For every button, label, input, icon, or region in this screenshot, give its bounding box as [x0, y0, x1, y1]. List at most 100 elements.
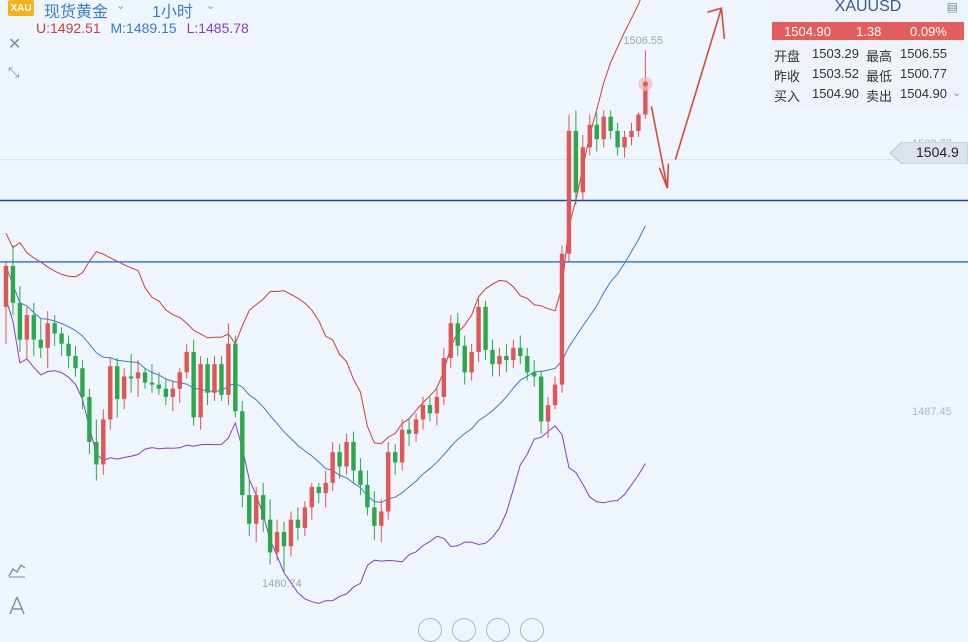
ask-value: 1504.90	[900, 86, 947, 101]
candle-body	[115, 366, 120, 399]
candle-body	[94, 441, 99, 465]
bid-label: 买入	[774, 89, 801, 104]
chevron-down-icon[interactable]: ⌄	[116, 0, 126, 12]
candle-body	[128, 376, 134, 379]
nav-button[interactable]	[520, 618, 544, 642]
bollinger-lower-line	[5, 298, 646, 604]
high-value: 1506.55	[900, 46, 947, 61]
candle-body	[212, 364, 217, 393]
quote-bar: 1504.90 1.38 0.09%	[772, 22, 964, 40]
open-value: 1503.29	[812, 46, 859, 61]
candle-body	[420, 405, 426, 420]
candle-body	[73, 355, 78, 369]
candle-body	[511, 347, 516, 361]
bollinger-legend: U:1492.51 M:1489.15 L:1485.78	[36, 20, 255, 36]
candle-body	[87, 396, 92, 442]
candle-body	[594, 124, 599, 140]
candle-body	[532, 372, 537, 377]
symbol-name: 现货黄金	[44, 4, 109, 21]
candle-body	[17, 302, 23, 340]
candle-body	[386, 452, 391, 512]
candle-body	[566, 130, 572, 254]
low-value: 1500.77	[900, 66, 947, 81]
candle-body	[205, 364, 210, 393]
candle-body	[274, 531, 280, 553]
candle-body	[351, 441, 356, 471]
close-icon[interactable]: ✕	[8, 36, 22, 53]
candle-body	[379, 511, 384, 526]
candle-body	[10, 265, 16, 303]
candle-body	[615, 130, 620, 148]
max-price-label: 1506.55	[623, 35, 663, 47]
candle-body	[587, 124, 592, 148]
collapse-icon[interactable]: ⤡	[8, 64, 20, 80]
candle-body	[406, 429, 412, 434]
quote-change: 1.38	[856, 23, 882, 39]
prev-close-label: 昨收	[774, 69, 801, 84]
detail-icon[interactable]: ▤	[946, 0, 958, 14]
candle-body	[24, 315, 30, 340]
drawing-tool-icon[interactable]	[8, 596, 26, 619]
candle-body	[636, 114, 641, 131]
ask-label: 卖出	[866, 89, 893, 104]
candle-body	[316, 486, 321, 494]
nav-button[interactable]	[486, 618, 510, 642]
prev-close-value: 1503.52	[812, 66, 859, 81]
candle-body	[538, 376, 544, 422]
candle-body	[38, 339, 43, 348]
candle-body	[573, 130, 579, 193]
quote-last: 1504.90	[784, 23, 831, 39]
candle-body	[504, 355, 509, 361]
chevron-down-icon[interactable]: ⌄	[952, 87, 962, 99]
candle-body	[281, 531, 287, 547]
candle-body	[330, 452, 335, 483]
quote-change-pct: 0.09%	[910, 23, 947, 39]
symbol-logo: XAU	[8, 0, 34, 16]
candle-body	[629, 130, 634, 138]
candle-body	[559, 253, 565, 385]
arrow-down-head	[658, 163, 670, 189]
arrow-down	[650, 106, 669, 189]
candle-body	[108, 366, 113, 420]
candle-body	[80, 368, 85, 397]
candle-body	[226, 343, 231, 395]
candle-body	[427, 405, 433, 414]
candle-body	[219, 364, 224, 395]
symbol-selector[interactable]: 现货黄金	[44, 0, 108, 22]
quote-symbol: XAUUSD	[834, 0, 902, 15]
candle-body	[247, 495, 252, 524]
candle-body	[462, 345, 467, 373]
last-price-label: 1504.9	[916, 144, 959, 160]
chevron-down-icon[interactable]: ⌄	[206, 0, 216, 12]
bollinger-lower: L:1485.78	[186, 20, 249, 36]
low-label: 最低	[866, 69, 893, 84]
candle-body	[490, 349, 495, 365]
price-axis-label: 1487.45	[912, 406, 952, 418]
candle-body	[52, 323, 57, 334]
candle-body	[31, 315, 36, 340]
candle-body	[643, 83, 648, 115]
candle-body	[59, 333, 64, 344]
candle-body	[393, 452, 398, 463]
candle-body	[497, 355, 502, 365]
candle-body	[135, 372, 141, 379]
bollinger-upper: U:1492.51	[36, 20, 101, 36]
candle-body	[622, 137, 627, 148]
candle-body	[121, 376, 127, 399]
candle-body	[149, 382, 155, 385]
quote-panel: XAUUSD ▤ 1504.90 1.38 0.09% 开盘 1503.29 最…	[770, 0, 966, 108]
candle-body	[323, 482, 328, 494]
bid-value: 1504.90	[812, 86, 859, 101]
candle-body	[66, 343, 71, 356]
period-selector[interactable]: 1小时	[152, 0, 193, 22]
candle-body	[545, 405, 551, 422]
candle-body	[142, 372, 148, 383]
indicator-icon[interactable]	[8, 562, 26, 581]
candle-body	[191, 351, 196, 418]
candle-body	[372, 507, 377, 526]
nav-button[interactable]	[418, 618, 442, 642]
candle-body	[309, 486, 314, 508]
candle-body	[101, 419, 106, 465]
nav-button[interactable]	[452, 618, 476, 642]
